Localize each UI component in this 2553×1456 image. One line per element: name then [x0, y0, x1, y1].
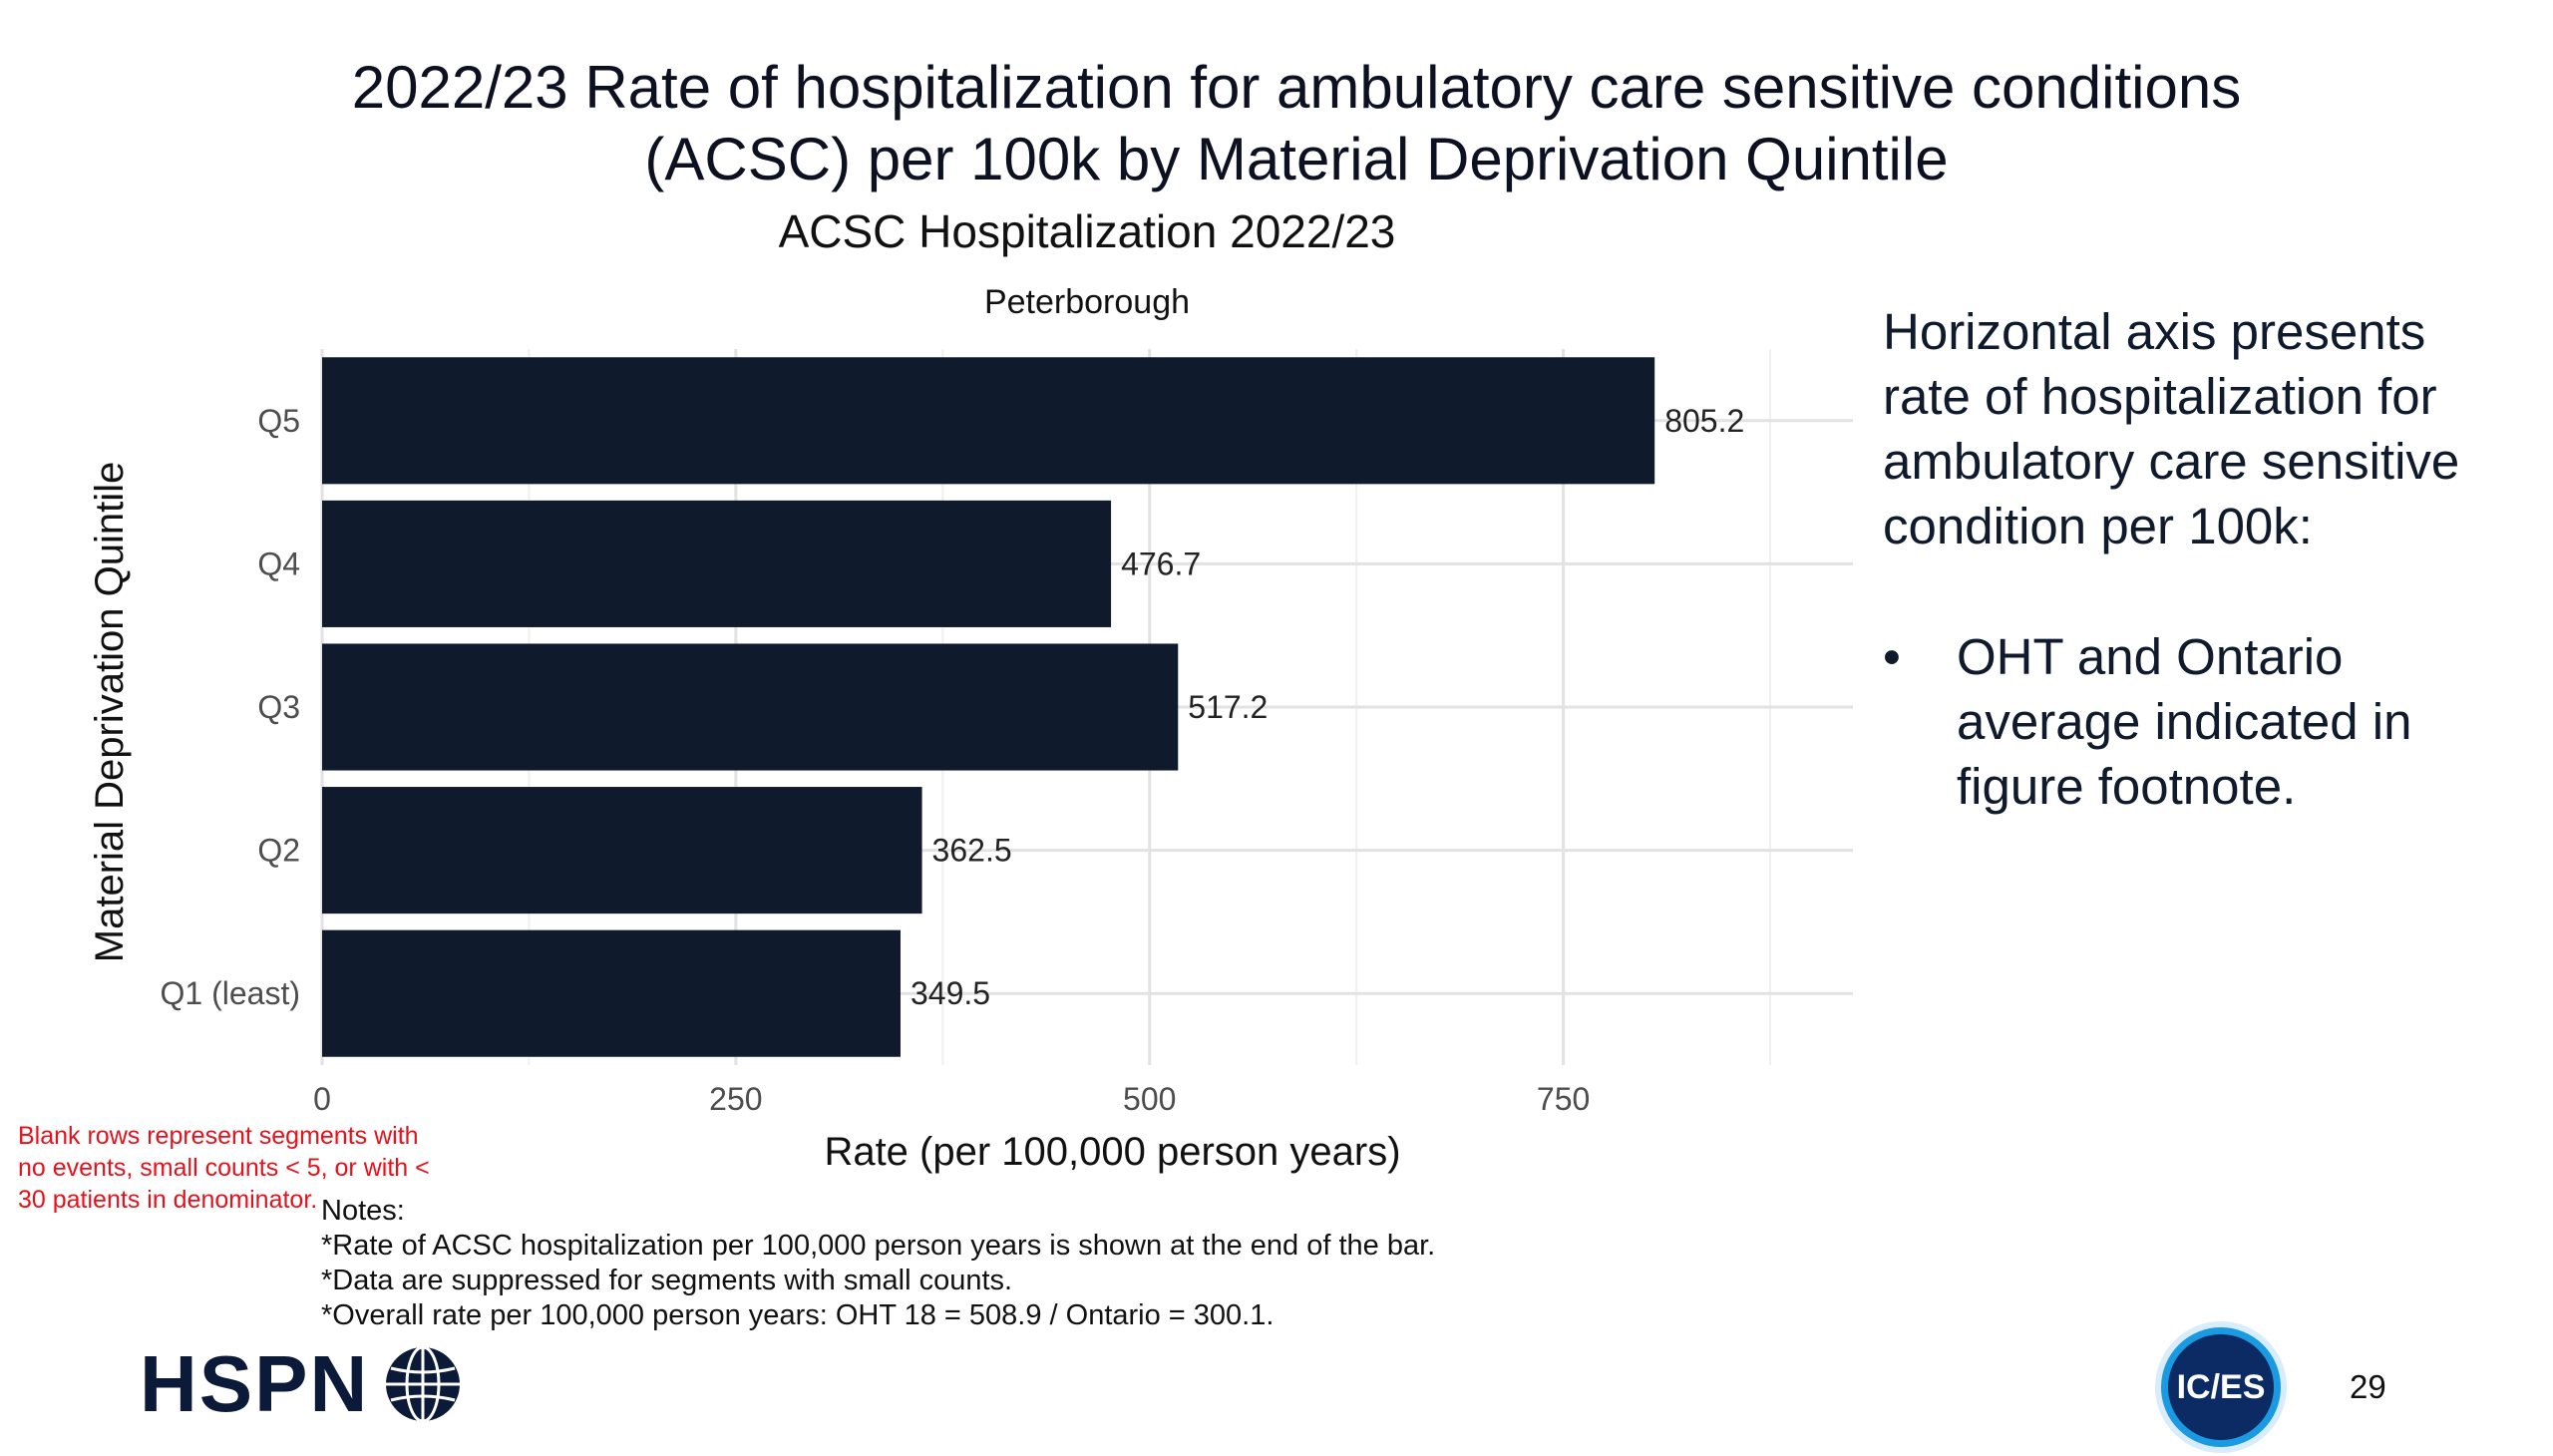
x-tick-label: 750 — [1537, 1081, 1590, 1117]
bar-value-label: 476.7 — [1121, 546, 1201, 581]
slide-title: 2022/23 Rate of hospitalization for ambu… — [0, 52, 2553, 195]
x-tick-label: 500 — [1123, 1081, 1176, 1117]
chart-notes: Notes: *Rate of ACSC hospitalization per… — [321, 1194, 1717, 1333]
chart-subtitle: Peterborough — [983, 283, 1191, 321]
bar-value-label: 517.2 — [1188, 689, 1268, 725]
bar-value-label: 362.5 — [932, 833, 1012, 869]
category-label: Q4 — [257, 546, 300, 581]
page-number: 29 — [2350, 1368, 2386, 1405]
category-label: Q2 — [257, 833, 300, 869]
bar — [322, 787, 922, 914]
category-label: Q1 (least) — [161, 975, 300, 1011]
slide-title-line1: 2022/23 Rate of hospitalization for ambu… — [351, 54, 2242, 121]
bar-value-label: 349.5 — [911, 975, 990, 1011]
note-line: *Data are suppressed for segments with s… — [321, 1265, 1013, 1296]
x-axis-title: Rate (per 100,000 person years) — [824, 1130, 1400, 1174]
chart-title: ACSC Hospitalization 2022/23 — [778, 205, 1396, 257]
ices-logo-text: IC/ES — [2177, 1368, 2266, 1406]
category-label: Q3 — [257, 689, 300, 725]
hspn-logo: HSPN — [140, 1344, 463, 1424]
bullet-icon: • — [1883, 628, 1901, 685]
bar — [322, 500, 1112, 627]
x-tick-label: 250 — [709, 1081, 762, 1117]
hspn-logo-text: HSPN — [140, 1339, 370, 1428]
bar-value-label: 805.2 — [1664, 403, 1744, 439]
y-axis-title: Material Deprivation Quintile — [88, 462, 132, 962]
bar — [322, 929, 901, 1057]
bullet-text: OHT and Ontario average indicated in fig… — [1957, 628, 2412, 815]
suppression-note: Blank rows represent segments with no ev… — [18, 1122, 430, 1214]
bar — [322, 357, 1655, 485]
x-tick-label: 0 — [313, 1081, 331, 1117]
category-label: Q5 — [257, 403, 300, 439]
side-description: Horizontal axis presents rate of hospita… — [1883, 303, 2460, 554]
slide-title-line2: (ACSC) per 100k by Material Deprivation … — [644, 126, 1949, 192]
note-line: *Rate of ACSC hospitalization per 100,00… — [321, 1230, 1436, 1262]
note-line: *Overall rate per 100,000 person years: … — [321, 1299, 1275, 1331]
side-bullet: • OHT and Ontario average indicated in f… — [1883, 624, 2521, 819]
notes-heading: Notes: — [321, 1195, 405, 1227]
ices-logo: IC/ES — [2155, 1321, 2287, 1453]
bar — [322, 643, 1179, 771]
globe-icon — [386, 1345, 461, 1423]
